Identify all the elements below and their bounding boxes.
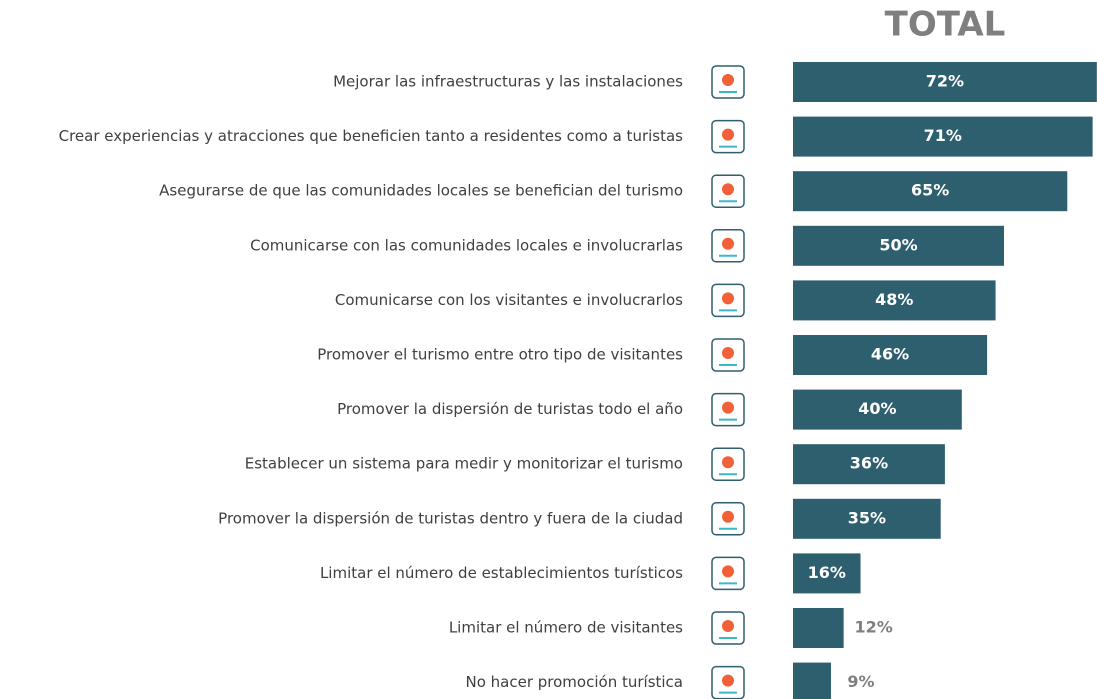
category-label: Mejorar las infraestructuras y las insta…	[333, 73, 683, 91]
category-label: Establecer un sistema para medir y monit…	[245, 455, 683, 473]
icon-dot	[722, 456, 734, 469]
bar	[793, 498, 941, 539]
icon	[711, 65, 745, 99]
value-label: 35%	[848, 508, 886, 527]
icon-frame	[711, 502, 745, 536]
category-label: Promover la dispersión de turistas todo …	[337, 400, 683, 418]
bar	[793, 225, 1004, 266]
value-label: 71%	[924, 126, 962, 145]
icon-dot	[722, 74, 734, 86]
icon-frame	[711, 392, 745, 427]
icon-frame	[711, 556, 745, 591]
bar	[793, 553, 861, 594]
value-label: 48%	[875, 290, 913, 309]
bar	[793, 335, 988, 375]
category-label: Promover la dispersión de turistas dentr…	[218, 509, 683, 527]
bar	[793, 389, 962, 430]
icon	[711, 502, 745, 536]
icon-frame	[711, 611, 745, 645]
icon	[711, 174, 745, 208]
bar	[793, 280, 996, 321]
icon-dot	[722, 347, 734, 359]
icon-dot	[722, 292, 734, 305]
icon	[711, 556, 745, 591]
category-label: Promover el turismo entre otro tipo de v…	[317, 346, 683, 364]
category-label: Asegurarse de que las comunidades locale…	[159, 182, 683, 200]
icon-dot	[722, 183, 734, 196]
category-label: Comunicarse con los visitantes e involuc…	[335, 291, 683, 309]
icon-frame	[711, 338, 745, 372]
category-label: Comunicarse con las comunidades locales …	[250, 236, 683, 254]
icon-dot	[722, 565, 734, 578]
icon-dot	[722, 620, 734, 632]
icon	[711, 392, 745, 427]
category-label: No hacer promoción turística	[466, 673, 684, 691]
value-label: 36%	[850, 454, 888, 473]
category-label: Limitar el número de establecimientos tu…	[320, 564, 683, 582]
value-label: 16%	[808, 563, 846, 582]
icon-frame	[711, 447, 745, 481]
bar	[793, 171, 1068, 212]
chart-title: TOTAL	[885, 5, 1006, 45]
icon	[711, 611, 745, 645]
value-label: 50%	[879, 235, 917, 254]
icon	[711, 283, 745, 318]
category-label: Crear experiencias y atracciones que ben…	[59, 127, 684, 145]
icon-dot	[722, 128, 734, 141]
icon-frame	[711, 174, 745, 208]
icon-dot	[722, 401, 734, 414]
value-label: 65%	[911, 181, 949, 200]
bar	[793, 62, 1097, 102]
icon-dot	[722, 510, 734, 523]
icon-dot	[722, 674, 734, 687]
icon	[711, 229, 745, 263]
icon-frame	[711, 283, 745, 318]
bar	[793, 608, 844, 648]
icon	[711, 338, 745, 372]
value-label: 40%	[858, 399, 896, 418]
category-label: Limitar el número de visitantes	[449, 619, 683, 637]
icon-frame	[711, 65, 745, 99]
icon-dot	[722, 237, 734, 250]
icon	[711, 447, 745, 481]
icon	[711, 665, 745, 699]
bar	[793, 116, 1093, 157]
bar	[793, 444, 945, 485]
value-label: 12%	[854, 618, 892, 637]
icon-frame	[711, 229, 745, 263]
value-label: 72%	[926, 72, 964, 91]
icon	[711, 119, 745, 154]
value-label: 46%	[871, 345, 909, 364]
icon-frame	[711, 119, 745, 154]
bar	[793, 662, 831, 699]
value-label: 9%	[847, 672, 874, 691]
